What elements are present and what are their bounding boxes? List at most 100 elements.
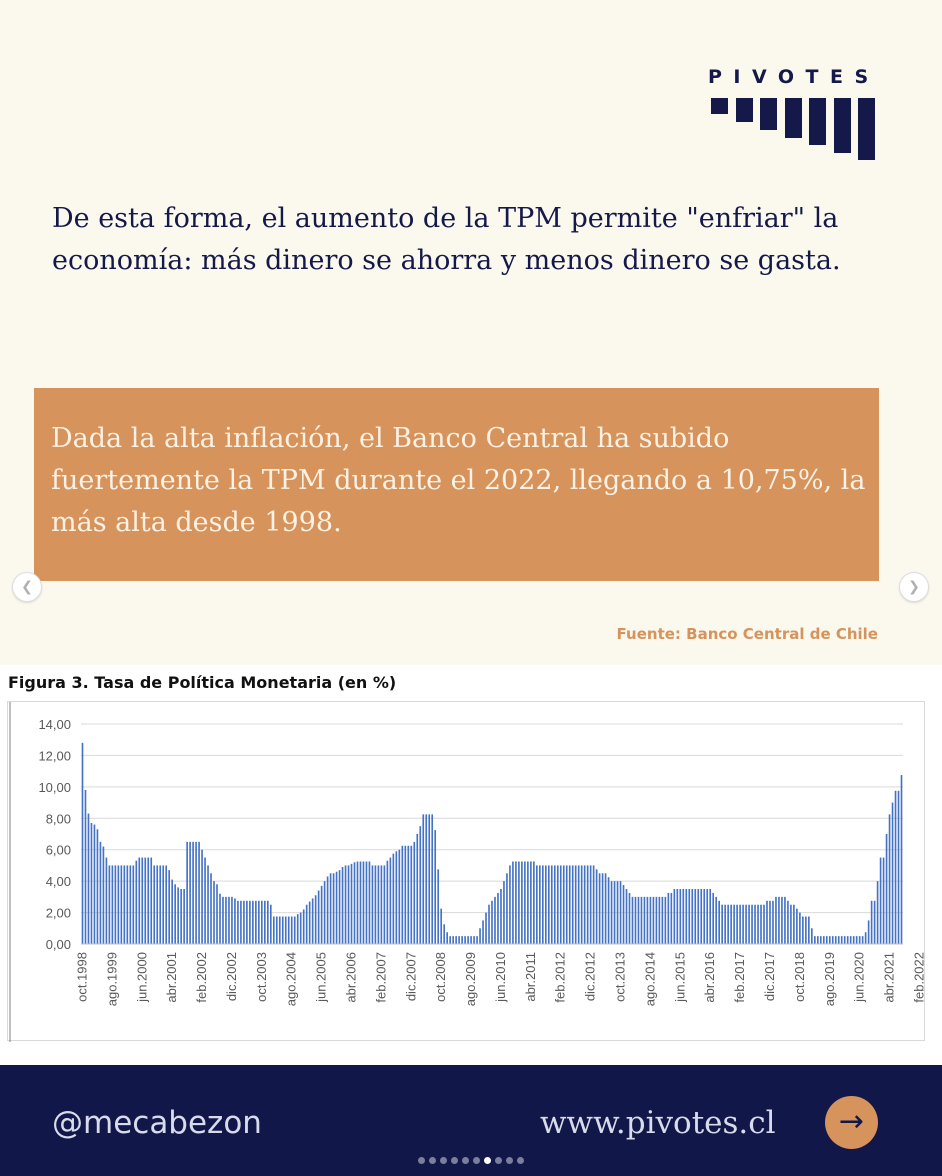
bar [317,890,320,944]
logo-bars [708,98,878,160]
bar [891,802,894,944]
x-tick-label: feb.2002 [194,952,209,1003]
author-handle[interactable]: @mecabezon [52,1105,262,1141]
bar [249,900,251,944]
logo-bar [735,98,753,122]
bar [299,912,302,944]
bar [760,904,762,944]
pagination-dot[interactable] [506,1157,513,1164]
pagination-dot[interactable] [517,1157,524,1164]
x-tick-label: feb.2017 [732,952,747,1003]
bar [494,896,496,944]
tpm-bar-chart: 0,00 2,00 4,00 6,00 8,00 10,00 12,00 14,00 oct.1… [9,702,926,1042]
bar [885,834,888,944]
y-tick-label: 4,00 [46,874,71,889]
next-page-button[interactable]: → [825,1096,878,1149]
bar [613,881,616,944]
bar [111,865,114,944]
bar [467,936,469,944]
bar [117,865,120,944]
pagination-dot[interactable] [484,1157,491,1164]
bar [281,916,284,944]
bar [470,936,472,944]
bar [676,889,679,944]
x-tick-label: oct.1998 [74,952,89,1002]
pagination-dot[interactable] [418,1157,425,1164]
bar [861,936,864,944]
bar [694,889,697,944]
bar [335,871,338,944]
bar [784,896,786,944]
arrow-right-icon: → [838,1104,865,1139]
bar [347,865,350,944]
bar [503,881,505,944]
bar [790,904,792,944]
x-tick-label: ago.2014 [642,952,657,1006]
logo-bar [833,98,851,153]
bar [476,936,478,944]
bar [419,826,422,944]
x-tick-label: oct.2003 [254,952,269,1002]
bar [718,900,720,944]
x-tick-label: oct.2008 [433,952,448,1002]
x-tick-label: jun.2015 [672,952,687,1003]
bar [763,904,765,944]
prev-slide-button[interactable]: ❮ [12,572,42,602]
bar [533,861,535,944]
bar [225,896,227,944]
bar [742,904,744,944]
bar [556,865,559,944]
bar [509,865,511,944]
bar [796,908,798,944]
x-tick-label: jun.2010 [493,952,508,1003]
bar [284,916,287,944]
next-slide-button[interactable]: ❯ [899,572,929,602]
bar [323,881,326,944]
x-tick-label: jun.2020 [852,952,867,1003]
pagination-dot[interactable] [451,1157,458,1164]
bar [201,849,203,944]
y-tick-label: 12,00 [38,748,71,763]
bar [114,865,117,944]
pagination-dot[interactable] [495,1157,502,1164]
pagination-dot[interactable] [440,1157,447,1164]
bar [512,861,514,944]
bar [398,849,401,944]
bar [652,896,655,944]
bar [126,865,129,944]
bar [222,896,224,944]
bar [852,936,855,944]
bar [757,904,759,944]
bar [156,865,159,944]
bar [873,900,876,944]
logo-bar [711,98,728,114]
bar [598,873,601,944]
bar [302,909,305,944]
bar [452,936,454,944]
bar [706,889,709,944]
website-link[interactable]: www.pivotes.cl [540,1105,776,1141]
bar [377,865,380,944]
bar [216,884,218,944]
bar [240,900,242,944]
bar [293,916,296,944]
x-tick-label: abr.2011 [523,952,538,1002]
bar [631,896,634,944]
bar [356,861,359,944]
bar [816,936,819,944]
pagination-dot[interactable] [462,1157,469,1164]
bar [808,916,810,944]
bar [536,865,538,944]
pagination-dot[interactable] [429,1157,436,1164]
bar [843,936,846,944]
bar [739,904,741,944]
pagination-dot[interactable] [473,1157,480,1164]
bar [162,865,165,944]
bar [177,887,179,944]
bar [888,814,891,944]
bar [664,896,667,944]
bar [341,867,344,944]
bar [682,889,685,944]
bar [428,814,431,944]
bar [329,873,332,944]
